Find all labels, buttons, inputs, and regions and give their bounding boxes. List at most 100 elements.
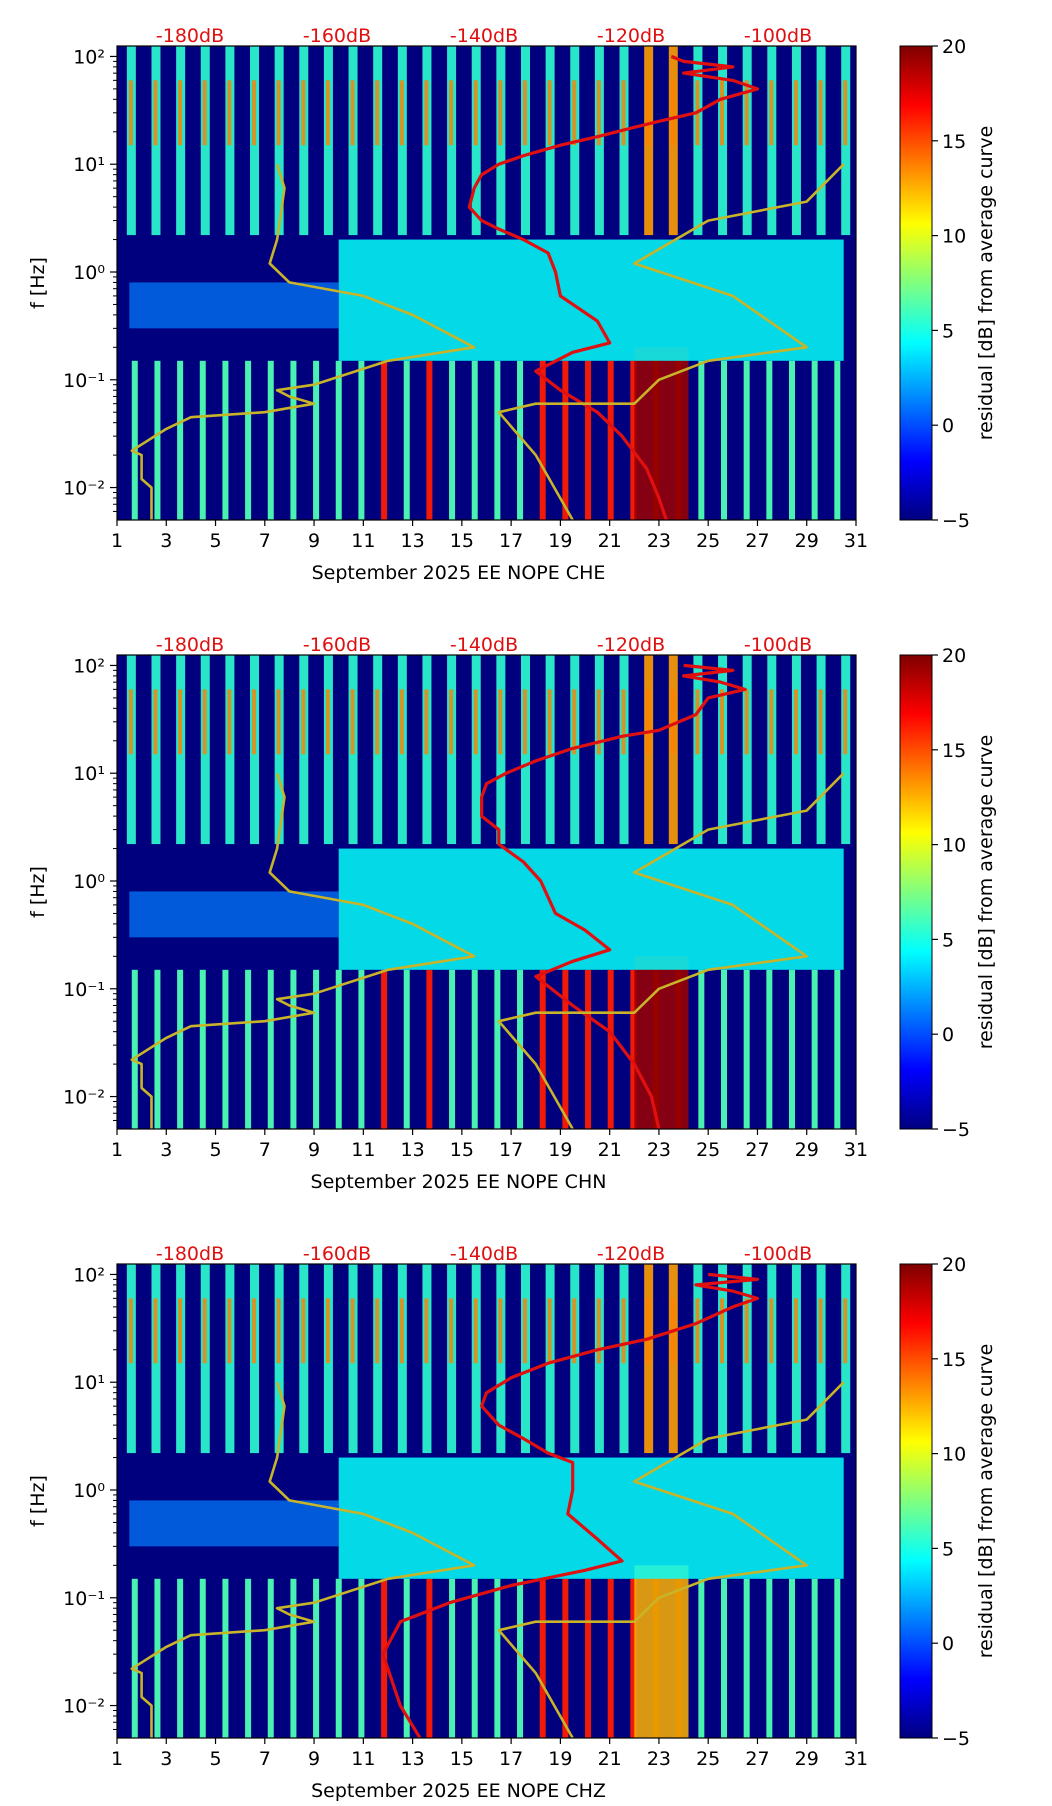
colorbar-tick-label: 0	[942, 1024, 954, 1046]
heatmap-stripe-high-core	[769, 1298, 774, 1364]
heatmap-stripe-low	[788, 1578, 795, 1738]
heatmap-stripe-low	[517, 1578, 524, 1738]
heatmap-stripe-low	[313, 1578, 320, 1738]
heatmap-stripe-low	[721, 360, 728, 520]
noise-model-curve	[497, 772, 845, 1129]
heatmap-stripe-low	[403, 1578, 410, 1738]
x-tick-label: 17	[499, 1139, 523, 1161]
y-tick-label: 10²	[73, 1264, 105, 1286]
heatmap-stripe-high-core	[424, 689, 429, 755]
heatmap-stripe-high-core	[793, 1298, 798, 1364]
top-db-label: -160dB	[303, 634, 371, 656]
heatmap-stripe-high-core	[498, 80, 503, 146]
x-tick-label: 11	[351, 530, 375, 552]
heatmap-stripe-low	[585, 360, 592, 520]
heatmap-stripe-high-core	[522, 1298, 527, 1364]
heatmap-stripe-high-core	[498, 1298, 503, 1364]
colorbar-tick-label: 20	[942, 36, 966, 58]
heatmap-stripe-high-core	[276, 80, 281, 146]
x-tick-label: 31	[844, 1139, 868, 1161]
heatmap-stripe-low	[381, 969, 388, 1129]
heatmap-stripe-low	[335, 1578, 342, 1738]
heatmap-stripe-high-core	[252, 689, 257, 755]
heatmap-stripe-low	[131, 360, 138, 520]
heatmap-stripe-high-core	[399, 1298, 404, 1364]
colorbar-tick-label: −5	[942, 1119, 970, 1141]
heatmap-stripe-low	[517, 360, 524, 520]
x-axis-label: September 2025 EE NOPE CHE	[312, 562, 606, 584]
y-tick-label: 10⁻²	[63, 1087, 105, 1109]
heatmap-stripe-high-core	[325, 689, 330, 755]
heatmap-stripe-low	[539, 360, 546, 520]
heatmap-stripe-low	[222, 1578, 229, 1738]
plot-frame	[116, 1263, 857, 1739]
heatmap-stripe-high-core	[769, 80, 774, 146]
colorbar-tick-label: 15	[942, 740, 966, 762]
plot-frame	[116, 654, 857, 1130]
heatmap-stripe-low	[381, 360, 388, 520]
heatmap-stripe-high-core	[646, 689, 651, 755]
heatmap-stripe-high-core	[818, 689, 823, 755]
x-tick-label: 27	[745, 1748, 769, 1770]
heatmap-stripe-high-core	[843, 1298, 848, 1364]
heatmap-stripe-low	[743, 360, 750, 520]
heatmap-stripe-low	[403, 360, 410, 520]
heatmap-stripe-high-core	[202, 80, 207, 146]
x-tick-label: 29	[795, 1748, 819, 1770]
heatmap-stripe-low	[245, 1578, 252, 1738]
heatmap-stripe-high-core	[399, 80, 404, 146]
x-tick-label: 9	[308, 1748, 320, 1770]
heatmap-stripe-high-core	[375, 689, 380, 755]
heatmap-stripe-low	[721, 969, 728, 1129]
x-tick-label: 3	[160, 1139, 172, 1161]
heatmap-stripe-high-core	[325, 1298, 330, 1364]
x-tick-label: 15	[450, 1748, 474, 1770]
heatmap-stripe-low	[358, 969, 365, 1129]
heatmap-block	[634, 347, 689, 520]
x-tick-label: 25	[696, 530, 720, 552]
heatmap-stripe-low	[403, 969, 410, 1129]
heatmap-stripe-low	[313, 969, 320, 1129]
heatmap-stripe-high-core	[572, 689, 577, 755]
heatmap-stripe-high-core	[301, 1298, 306, 1364]
heatmap-stripe-high-core	[572, 80, 577, 146]
heatmap-stripe-low	[313, 360, 320, 520]
x-tick-label: 1	[111, 1748, 123, 1770]
heatmap-stripe-high-core	[670, 80, 675, 146]
heatmap-stripe-low	[743, 1578, 750, 1738]
heatmap-microseism-band	[129, 891, 339, 938]
heatmap-stripe-high-core	[646, 1298, 651, 1364]
heatmap-stripe-high-core	[473, 1298, 478, 1364]
heatmap-stripe-low	[585, 969, 592, 1129]
heatmap-stripe-low	[426, 360, 433, 520]
heatmap-stripe-low	[766, 969, 773, 1129]
heatmap-stripe-low	[358, 360, 365, 520]
y-tick-label: 10⁻¹	[63, 979, 105, 1001]
heatmap-stripe-low	[335, 969, 342, 1129]
heatmap-stripe-low	[471, 360, 478, 520]
heatmap-stripe-high-core	[128, 1298, 133, 1364]
heatmap-stripe-high-core	[843, 80, 848, 146]
heatmap	[117, 1264, 856, 1738]
heatmap-stripe-high-core	[399, 689, 404, 755]
heatmap-stripe-low	[245, 360, 252, 520]
heatmap-stripe-low	[698, 1578, 705, 1738]
heatmap-stripe-high-core	[276, 689, 281, 755]
x-tick-label: 27	[745, 1139, 769, 1161]
heatmap-stripe-low	[131, 969, 138, 1129]
heatmap-stripe-low	[721, 1578, 728, 1738]
heatmap-stripe-high-core	[522, 80, 527, 146]
top-db-label: -120dB	[597, 1243, 665, 1265]
x-tick-label: 5	[209, 1748, 221, 1770]
heatmap-stripe-low	[154, 969, 161, 1129]
heatmap-stripe-high-core	[621, 80, 626, 146]
heatmap-stripe-high-core	[153, 80, 158, 146]
heatmap-stripe-high-core	[128, 689, 133, 755]
x-tick-label: 9	[308, 530, 320, 552]
x-tick-label: 13	[401, 1139, 425, 1161]
heatmap-stripe-low	[449, 360, 456, 520]
heatmap-stripe-high-core	[375, 1298, 380, 1364]
heatmap-stripe-low	[766, 360, 773, 520]
